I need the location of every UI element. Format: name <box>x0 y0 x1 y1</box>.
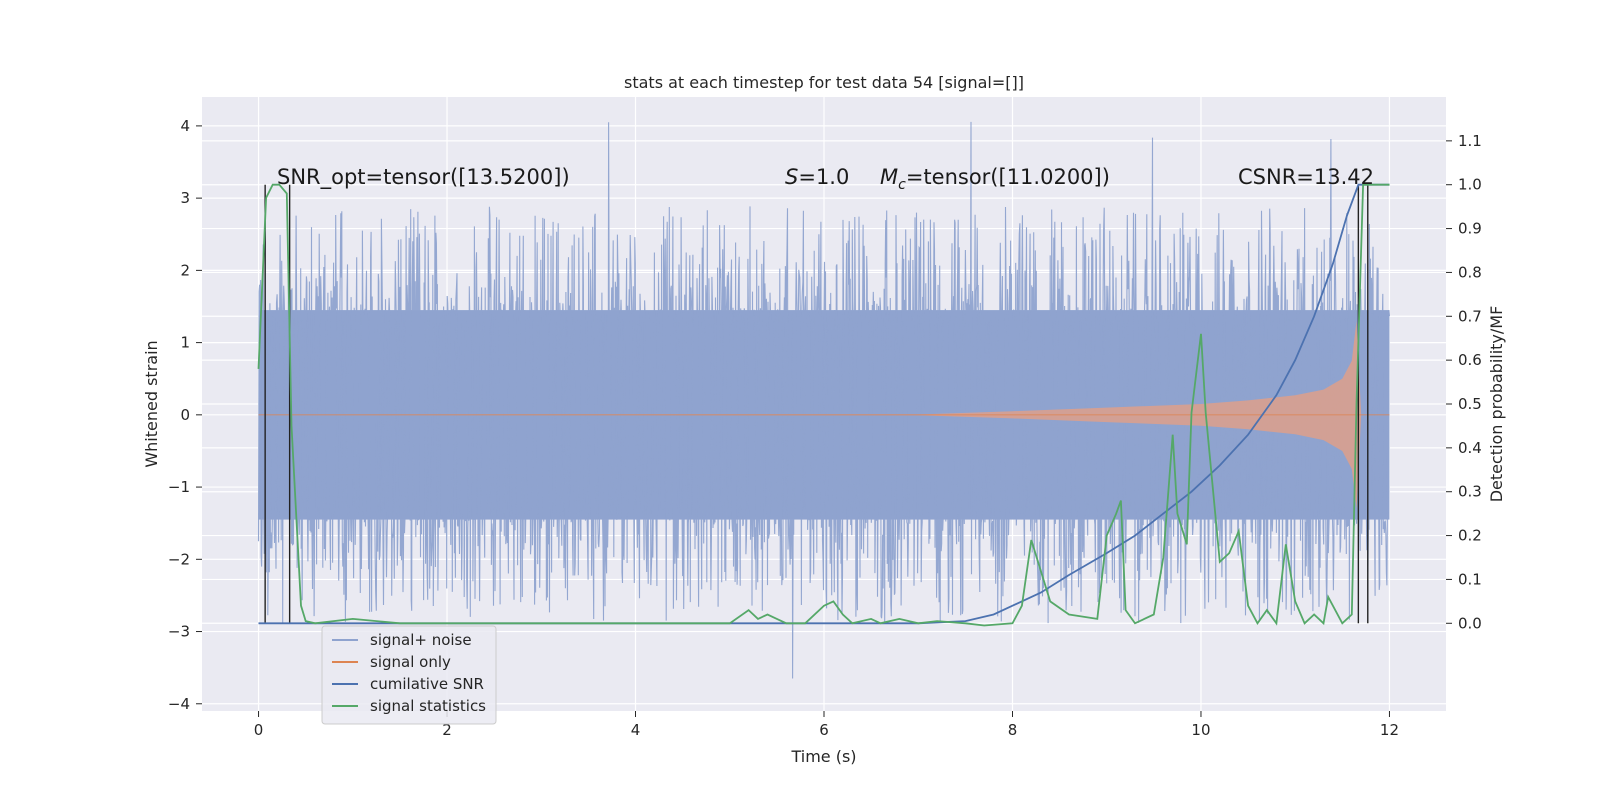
x-tick-label: 10 <box>1191 721 1210 739</box>
y-axis-label: Whitened strain <box>142 340 161 467</box>
x-tick-label: 8 <box>1008 721 1018 739</box>
legend-label: cumilative SNR <box>370 675 484 693</box>
s-symbol: S <box>785 165 798 189</box>
legend: signal+ noise signal only cumilative SNR si… <box>321 625 497 725</box>
y-tick-label: −1 <box>168 478 190 496</box>
y-right-tick-label: 0.6 <box>1458 351 1482 369</box>
chart-title: stats at each timestep for test data 54 … <box>624 73 1024 92</box>
legend-box <box>321 625 497 725</box>
x-tick-label: 2 <box>442 721 452 739</box>
signal-layer <box>258 320 1390 509</box>
y-right-axis-label: Detection probability/MF <box>1487 306 1506 503</box>
legend-label: signal+ noise <box>370 631 472 649</box>
y-tick-label: −3 <box>168 623 190 641</box>
csnr-annotation: CSNR=13.42 <box>1238 165 1374 189</box>
y-tick-label: 1 <box>180 334 190 352</box>
s-annotation: S=1.0 <box>785 165 849 189</box>
signal-noise-line <box>257 121 1391 679</box>
lines-layer <box>257 183 1390 627</box>
y-tick-label: 2 <box>180 261 190 279</box>
legend-label: signal statistics <box>370 697 486 715</box>
y-tick-label: 3 <box>180 189 190 207</box>
x-axis-label: Time (s) <box>790 747 856 766</box>
y-tick-label: 4 <box>180 117 190 135</box>
snr-opt-annotation: SNR_opt=tensor([13.5200]) <box>277 165 570 190</box>
y-tick-label: −4 <box>168 695 190 713</box>
y-right-tick-label: 0.2 <box>1458 527 1482 545</box>
y-tick-label: −2 <box>168 550 190 568</box>
signal-statistics-line <box>257 183 1390 627</box>
cumulative-snr-line <box>258 183 1390 625</box>
y-right-tick-label: 1.1 <box>1458 132 1482 150</box>
legend-label: signal only <box>370 653 451 671</box>
x-tick-label: 12 <box>1380 721 1399 739</box>
x-tick-label: 6 <box>819 721 829 739</box>
mc-symbol: M <box>880 165 898 189</box>
x-tick-label: 4 <box>631 721 641 739</box>
legend-items: signal+ noise signal only cumilative SNR si… <box>332 631 486 715</box>
y-right-tick-label: 0.7 <box>1458 307 1482 325</box>
y-right-tick-label: 0.0 <box>1458 614 1482 632</box>
y-right-tick-label: 0.9 <box>1458 220 1482 238</box>
mc-subscript: c <box>898 177 906 193</box>
y-right-tick-label: 0.8 <box>1458 263 1482 281</box>
x-tick-label: 0 <box>254 721 264 739</box>
ticks-layer: 0 2 4 6 8 10 12−4−3−2−1012340.00.10.20.30.40.5… <box>168 117 1482 739</box>
y-right-tick-label: 1.0 <box>1458 176 1482 194</box>
y-right-tick-label: 0.4 <box>1458 439 1482 457</box>
y-right-tick-label: 0.3 <box>1458 483 1482 501</box>
vertical-lines <box>264 184 1369 624</box>
s-value: =1.0 <box>798 165 849 189</box>
mc-annotation: Mc=tensor([11.0200]) <box>880 165 1110 193</box>
mc-value: =tensor([11.0200]) <box>906 165 1110 189</box>
y-right-tick-label: 0.1 <box>1458 570 1482 588</box>
y-right-tick-label: 0.5 <box>1458 395 1482 413</box>
y-tick-label: 0 <box>180 406 190 424</box>
